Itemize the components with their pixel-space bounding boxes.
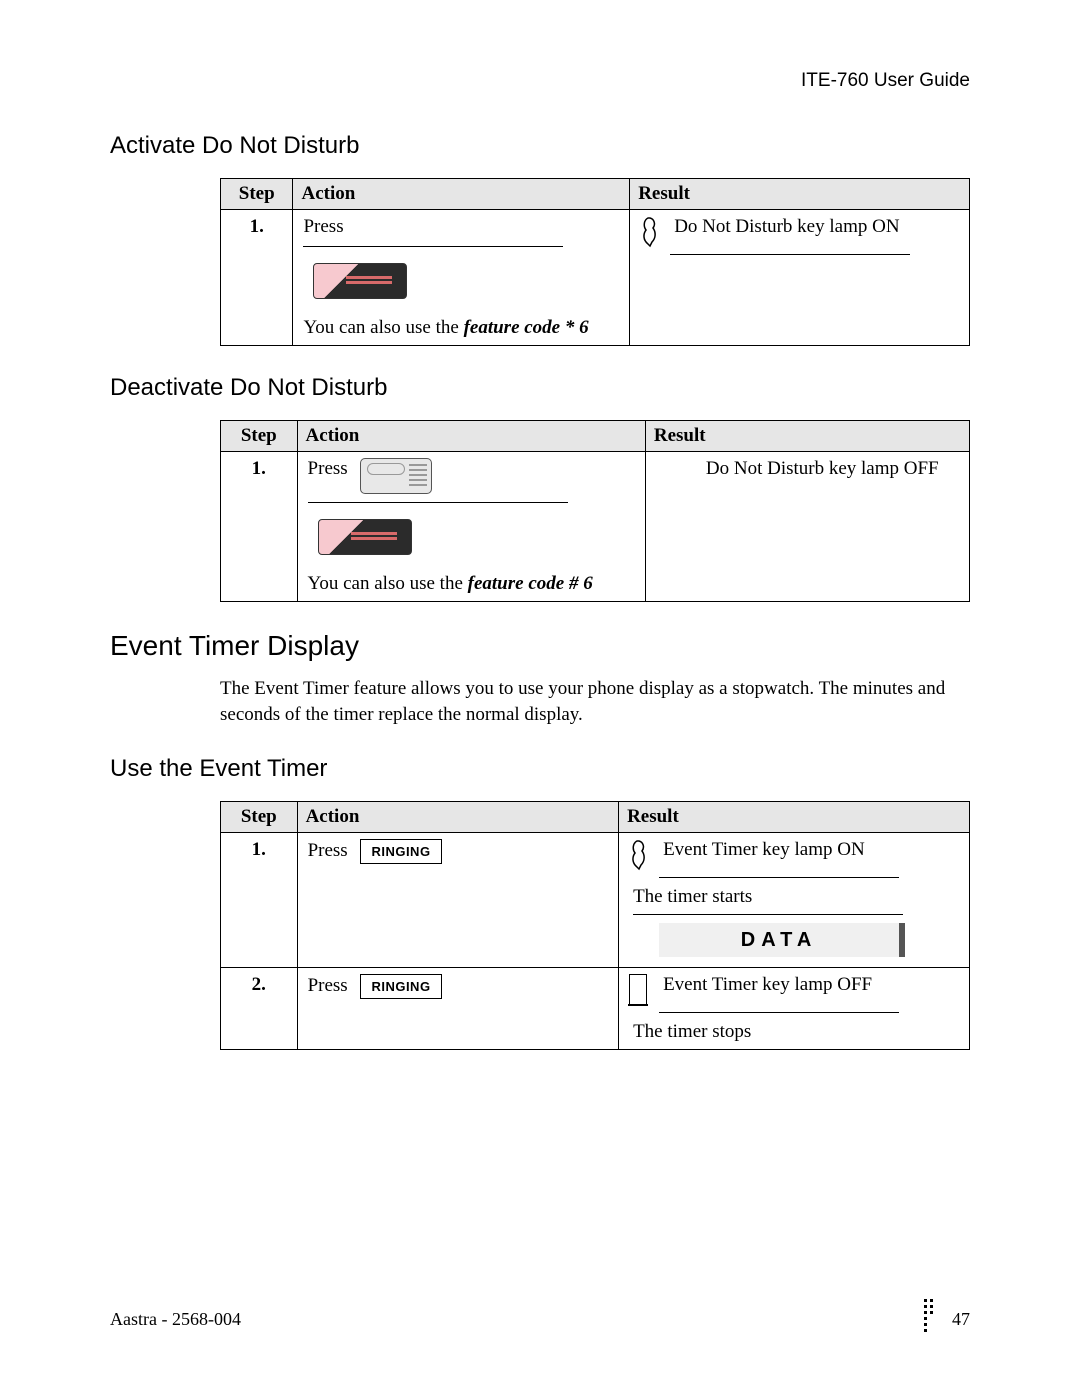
event-timer-description: The Event Timer feature allows you to us… [220, 676, 970, 727]
feature-note: You can also use the feature code # 6 [308, 573, 635, 595]
table-row: 2. Press RINGING Event Timer key lamp OF… [221, 968, 970, 1050]
press-label: Press [308, 840, 348, 861]
th-step: Step [221, 421, 298, 452]
result-cell: Do Not Disturb key lamp OFF [645, 452, 969, 602]
result-text: Event Timer key lamp ON [663, 839, 865, 861]
press-label: Press [308, 458, 348, 480]
action-cell: Press You can also use the feature code … [297, 452, 645, 602]
table-row: 1. Press You can also use the feature co… [221, 452, 970, 602]
step-number: 1. [221, 833, 298, 968]
footer-right: 47 [924, 1299, 970, 1339]
main-title-event-timer: Event Timer Display [110, 630, 970, 662]
dnd-key-icon [318, 519, 412, 555]
th-step: Step [221, 179, 293, 210]
step-number: 1. [221, 452, 298, 602]
section-title-deactivate: Deactivate Do Not Disturb [110, 374, 970, 402]
dnd-key-icon [313, 263, 407, 299]
phone-device-icon [360, 458, 432, 494]
th-result: Result [645, 421, 969, 452]
lamp-off-icon [629, 974, 647, 1006]
document-page: ITE-760 User Guide Activate Do Not Distu… [0, 0, 1080, 1397]
press-label: Press [303, 216, 343, 237]
page-number: 47 [952, 1309, 970, 1330]
feature-note: You can also use the feature code * 6 [303, 317, 619, 339]
page-footer: Aastra - 2568-004 47 [110, 1299, 970, 1339]
lamp-on-icon [640, 216, 662, 248]
divider-line [308, 502, 568, 503]
result-text-2: The timer stops [629, 1021, 959, 1043]
table-row: 1. Press RINGING Event Timer key lamp ON… [221, 833, 970, 968]
activate-table: Step Action Result 1. Press You can also… [220, 178, 970, 346]
th-step: Step [221, 802, 298, 833]
action-cell: Press You can also use the feature code … [293, 210, 630, 346]
th-action: Action [297, 802, 619, 833]
divider-line [633, 914, 903, 915]
footer-left: Aastra - 2568-004 [110, 1309, 241, 1330]
result-text: Do Not Disturb key lamp OFF [706, 458, 939, 480]
result-cell: Do Not Disturb key lamp ON [630, 210, 970, 346]
timer-display: DATA [659, 923, 905, 957]
result-cell: Event Timer key lamp ON The timer starts… [619, 833, 970, 968]
result-text: Do Not Disturb key lamp ON [674, 216, 899, 238]
th-result: Result [619, 802, 970, 833]
result-cell: Event Timer key lamp OFF The timer stops [619, 968, 970, 1050]
action-cell: Press RINGING [297, 833, 619, 968]
result-text-2: The timer starts [629, 886, 959, 908]
step-number: 2. [221, 968, 298, 1050]
footer-dots-icon [924, 1299, 938, 1339]
ringing-button: RINGING [360, 839, 441, 864]
ringing-button: RINGING [360, 974, 441, 999]
step-number: 1. [221, 210, 293, 346]
lamp-on-icon [629, 839, 651, 871]
th-action: Action [293, 179, 630, 210]
table-row: 1. Press You can also use the feature co… [221, 210, 970, 346]
deactivate-table: Step Action Result 1. Press You can also… [220, 420, 970, 602]
page-header: ITE-760 User Guide [110, 70, 970, 92]
action-cell: Press RINGING [297, 968, 619, 1050]
th-result: Result [630, 179, 970, 210]
divider-line [303, 246, 563, 247]
result-text: Event Timer key lamp OFF [663, 974, 872, 996]
divider-line [670, 254, 910, 255]
press-label: Press [308, 975, 348, 996]
th-action: Action [297, 421, 645, 452]
section-title-use-timer: Use the Event Timer [110, 755, 970, 783]
section-title-activate: Activate Do Not Disturb [110, 132, 970, 160]
divider-line [659, 1012, 899, 1013]
use-timer-table: Step Action Result 1. Press RINGING Even… [220, 801, 970, 1050]
divider-line [659, 877, 899, 878]
